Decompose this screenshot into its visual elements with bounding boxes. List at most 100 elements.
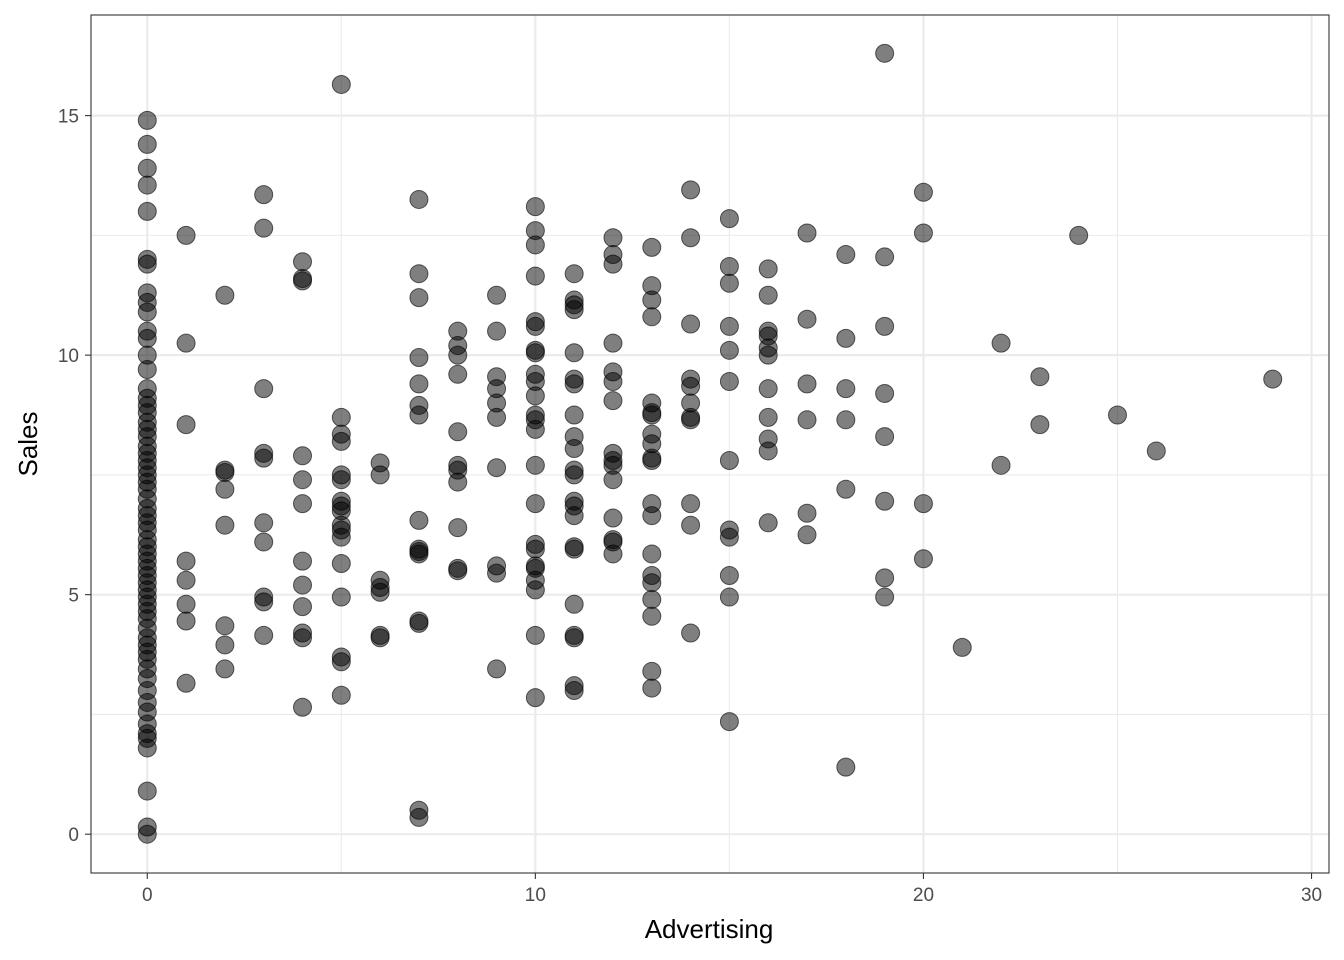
- data-point: [215, 479, 235, 499]
- data-point: [564, 264, 584, 284]
- data-point: [836, 245, 856, 265]
- data-point: [797, 503, 817, 523]
- data-point: [1107, 405, 1127, 425]
- data-point: [875, 247, 895, 267]
- data-point: [331, 652, 351, 672]
- data-point: [836, 757, 856, 777]
- data-point: [331, 587, 351, 607]
- data-point: [215, 515, 235, 535]
- data-point: [525, 197, 545, 217]
- data-point: [409, 544, 429, 564]
- x-tick-label: 0: [142, 885, 153, 906]
- data-point: [719, 566, 739, 586]
- data-point: [875, 587, 895, 607]
- data-point: [137, 254, 157, 274]
- data-point: [836, 410, 856, 430]
- data-point: [642, 544, 662, 564]
- data-point: [525, 494, 545, 514]
- data-point: [176, 594, 196, 614]
- data-point: [293, 446, 313, 466]
- data-point: [176, 415, 196, 435]
- data-point: [564, 374, 584, 394]
- data-point: [564, 343, 584, 363]
- data-point: [603, 508, 623, 528]
- data-point: [642, 290, 662, 310]
- data-point: [603, 470, 623, 490]
- data-point: [642, 589, 662, 609]
- data-point: [642, 451, 662, 471]
- data-point: [875, 491, 895, 511]
- data-point: [1030, 415, 1050, 435]
- x-tick-label: 20: [913, 885, 934, 906]
- data-point: [409, 613, 429, 633]
- data-point: [293, 697, 313, 717]
- data-point: [409, 189, 429, 209]
- data-point: [525, 625, 545, 645]
- data-point: [293, 551, 313, 571]
- data-point: [642, 606, 662, 626]
- data-point: [564, 680, 584, 700]
- data-point: [525, 419, 545, 439]
- data-point: [719, 316, 739, 336]
- data-point: [797, 309, 817, 329]
- data-point: [642, 405, 662, 425]
- data-point: [176, 333, 196, 353]
- data-point: [719, 209, 739, 229]
- data-point: [642, 661, 662, 681]
- data-point: [409, 374, 429, 394]
- data-point: [254, 592, 274, 612]
- data-point: [875, 383, 895, 403]
- y-tick-label: 0: [68, 825, 79, 846]
- data-point: [603, 371, 623, 391]
- data-point: [913, 223, 933, 243]
- data-point: [331, 407, 351, 427]
- data-point: [254, 532, 274, 552]
- data-point: [176, 551, 196, 571]
- data-point: [137, 158, 157, 178]
- data-point: [681, 376, 701, 396]
- data-point: [215, 463, 235, 483]
- data-point: [293, 470, 313, 490]
- data-point: [448, 364, 468, 384]
- data-point: [681, 494, 701, 514]
- data-point: [719, 712, 739, 732]
- x-axis-title: Advertising: [645, 914, 774, 944]
- data-point: [487, 563, 507, 583]
- data-point: [642, 307, 662, 327]
- data-point: [448, 345, 468, 365]
- data-point: [525, 343, 545, 363]
- data-point: [254, 379, 274, 399]
- data-point: [293, 628, 313, 648]
- data-point: [409, 348, 429, 368]
- data-point: [254, 218, 274, 238]
- data-point: [952, 637, 972, 657]
- data-point: [254, 448, 274, 468]
- x-tick-label: 30: [1301, 885, 1322, 906]
- data-point: [1146, 441, 1166, 461]
- data-point: [603, 254, 623, 274]
- data-point: [137, 824, 157, 844]
- data-point: [758, 441, 778, 461]
- data-point: [642, 237, 662, 257]
- y-axis-ticks: 0 5 10 15: [58, 107, 91, 846]
- y-axis-title: Sales: [13, 411, 43, 476]
- data-point: [758, 259, 778, 279]
- data-point: [487, 458, 507, 478]
- y-tick-label: 15: [58, 107, 79, 128]
- data-point: [215, 616, 235, 636]
- data-point: [603, 544, 623, 564]
- data-point: [176, 225, 196, 245]
- data-point: [681, 623, 701, 643]
- data-point: [836, 328, 856, 348]
- data-point: [293, 597, 313, 617]
- data-point: [681, 228, 701, 248]
- data-point: [331, 470, 351, 490]
- data-point: [331, 685, 351, 705]
- data-point: [564, 506, 584, 526]
- data-point: [525, 316, 545, 336]
- data-point: [758, 345, 778, 365]
- data-point: [719, 587, 739, 607]
- data-point: [681, 410, 701, 430]
- data-point: [681, 515, 701, 535]
